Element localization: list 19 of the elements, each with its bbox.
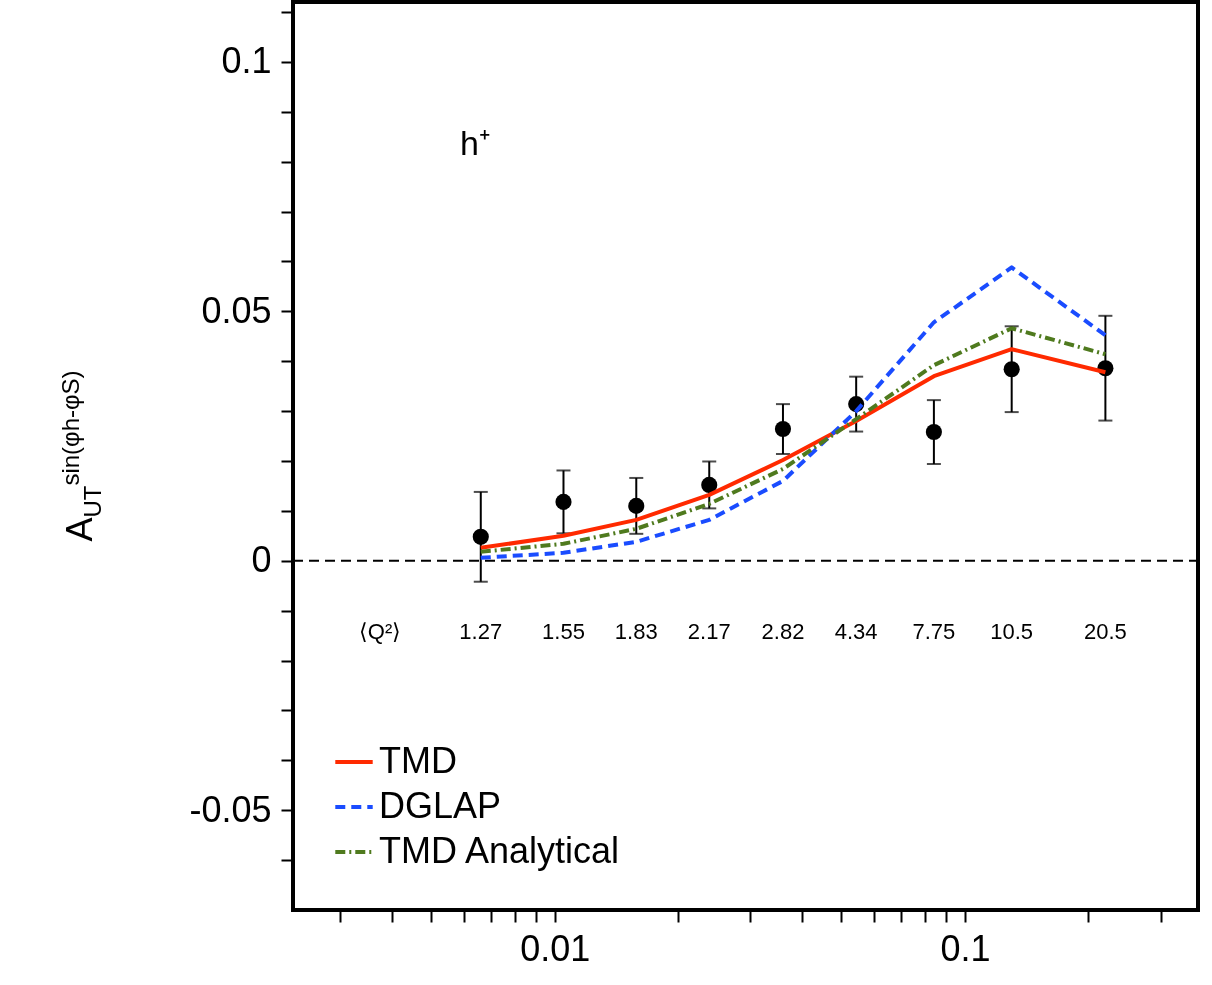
- annotation: 10.5: [990, 619, 1034, 644]
- annotation: 1.27: [459, 619, 503, 644]
- annotation: h⁺: [460, 124, 490, 162]
- annotation: 1.55: [542, 619, 585, 644]
- x-tick-label: 0.01: [520, 927, 591, 969]
- annotation: 7.75: [912, 619, 956, 644]
- y-tick-label: 0.05: [201, 289, 272, 331]
- y-tick-label: 0: [251, 539, 272, 581]
- annotation: 20.5: [1083, 619, 1127, 644]
- legend-label: TMD Analytical: [379, 830, 620, 871]
- y-tick-label: 0.1: [221, 40, 272, 82]
- legend-label: TMD: [379, 740, 457, 781]
- annotation: 2.17: [687, 619, 731, 644]
- annotation: ⟨Q²⟩: [358, 619, 402, 644]
- y-tick-label: -0.05: [189, 788, 272, 830]
- annotation: 2.82: [761, 619, 805, 644]
- annotation: 1.83: [614, 619, 658, 644]
- annotation: 4.34: [834, 619, 878, 644]
- legend-label: DGLAP: [379, 785, 502, 826]
